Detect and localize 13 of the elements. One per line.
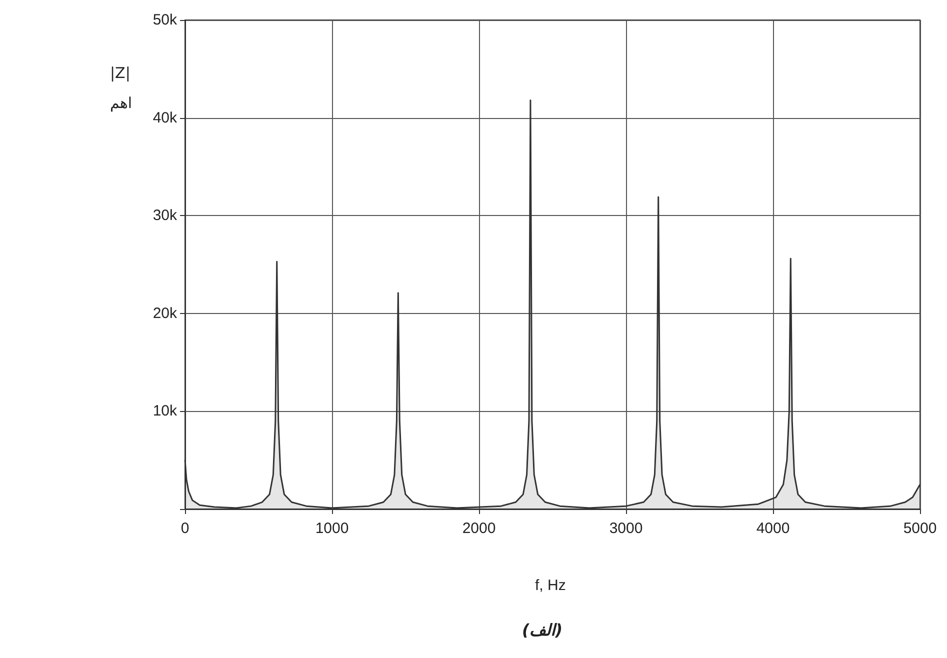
y-tick-label: 40k <box>152 109 178 126</box>
x-tick-label: 1000 <box>315 520 349 537</box>
y-tick-label: 30k <box>152 207 178 224</box>
x-tick-label: 0 <box>180 520 190 537</box>
x-axis-title: f, Hz <box>535 577 566 594</box>
x-tick-label: 5000 <box>903 520 937 537</box>
y-tick-label: 20k <box>152 304 178 322</box>
text: (الف) <box>522 620 563 640</box>
x-tick-label: 4000 <box>756 520 790 537</box>
y-tick-label: 10k <box>152 402 178 420</box>
y-tick-label: 50k <box>152 12 178 28</box>
x-tick-label: 3000 <box>609 520 643 537</box>
x-tick-label: 2000 <box>462 520 496 537</box>
